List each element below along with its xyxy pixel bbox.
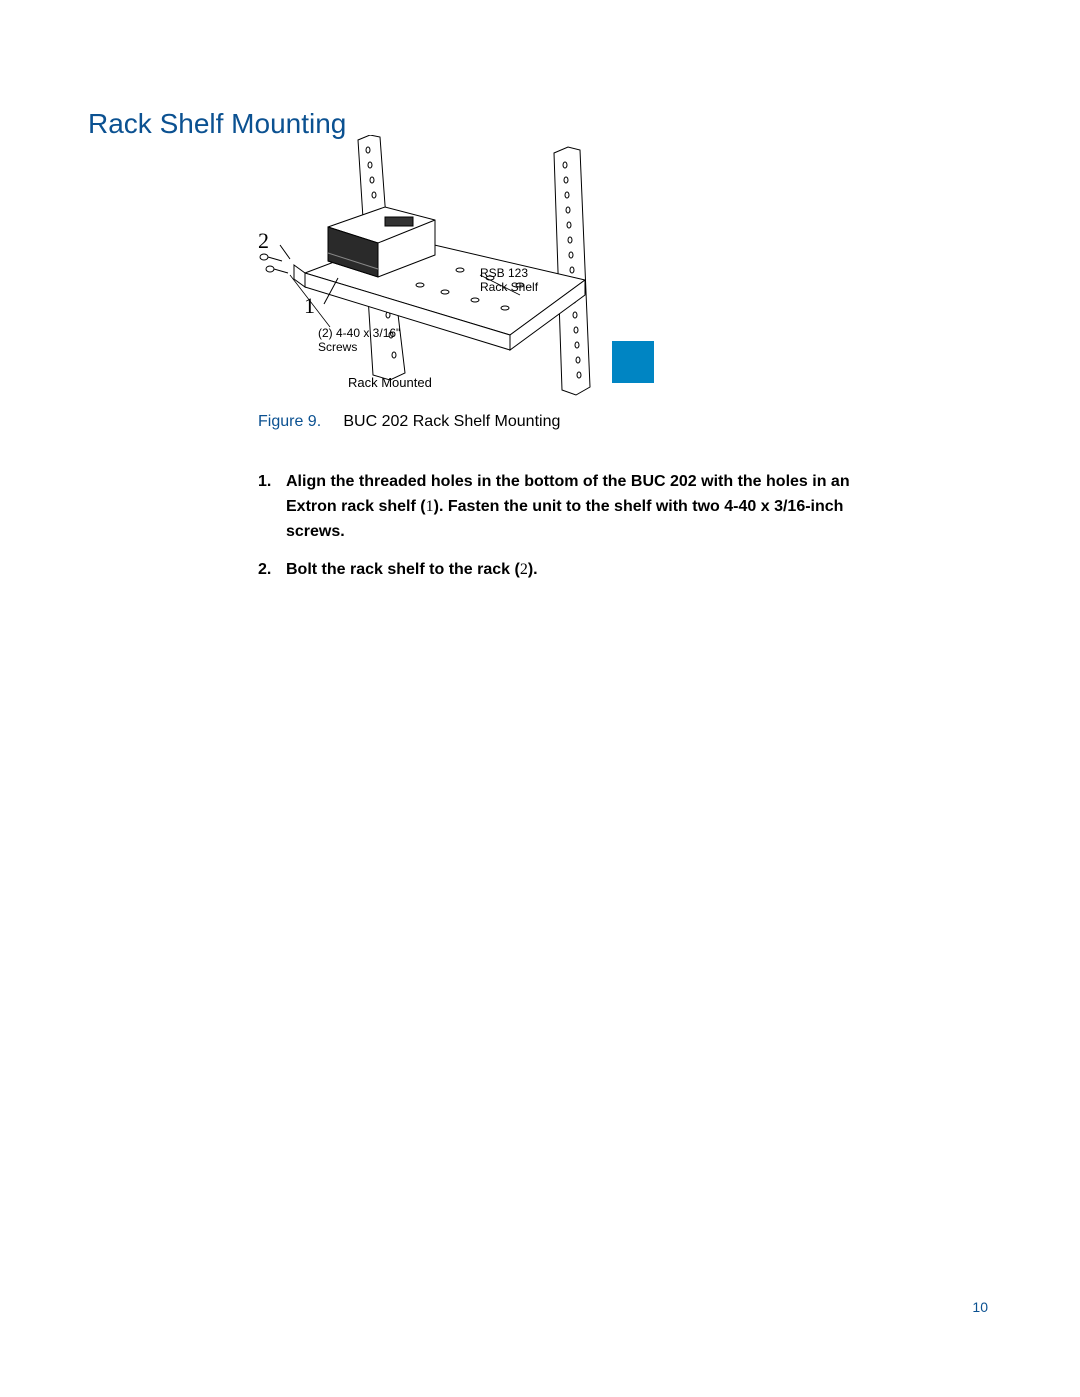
step-number: 1. bbox=[258, 470, 286, 544]
callout-2: 2 bbox=[258, 228, 269, 254]
step-text-pre: Bolt the rack shelf to the rack ( bbox=[286, 561, 520, 578]
step-item: 2. Bolt the rack shelf to the rack (2). bbox=[258, 558, 878, 583]
label-screws-line1: (2) 4-40 x 3/16" bbox=[318, 326, 400, 340]
step-number: 2. bbox=[258, 558, 286, 583]
label-screws: (2) 4-40 x 3/16" Screws bbox=[318, 326, 400, 355]
inline-callout: 1 bbox=[426, 498, 434, 515]
step-list: 1. Align the threaded holes in the botto… bbox=[258, 470, 878, 597]
label-rsb-line2: Rack Shelf bbox=[480, 280, 538, 294]
section-tab bbox=[612, 341, 654, 383]
page-number: 10 bbox=[972, 1299, 988, 1315]
callout-1: 1 bbox=[304, 293, 315, 319]
label-screws-line2: Screws bbox=[318, 340, 357, 354]
figure-label: Figure 9. bbox=[258, 413, 321, 430]
figure-caption: Figure 9. BUC 202 Rack Shelf Mounting bbox=[258, 413, 560, 431]
rack-shelf-diagram bbox=[250, 135, 610, 415]
inline-callout: 2 bbox=[520, 561, 528, 578]
step-body: Bolt the rack shelf to the rack (2). bbox=[286, 558, 878, 583]
label-rsb-line1: RSB 123 bbox=[480, 266, 528, 280]
figure-text: BUC 202 Rack Shelf Mounting bbox=[343, 413, 560, 430]
step-text-post: ). bbox=[528, 561, 538, 578]
label-mounted: Rack Mounted bbox=[348, 375, 432, 390]
step-item: 1. Align the threaded holes in the botto… bbox=[258, 470, 878, 544]
label-rsb: RSB 123 Rack Shelf bbox=[480, 266, 538, 295]
page: Rack Shelf Mounting bbox=[0, 0, 1080, 1397]
step-body: Align the threaded holes in the bottom o… bbox=[286, 470, 878, 544]
